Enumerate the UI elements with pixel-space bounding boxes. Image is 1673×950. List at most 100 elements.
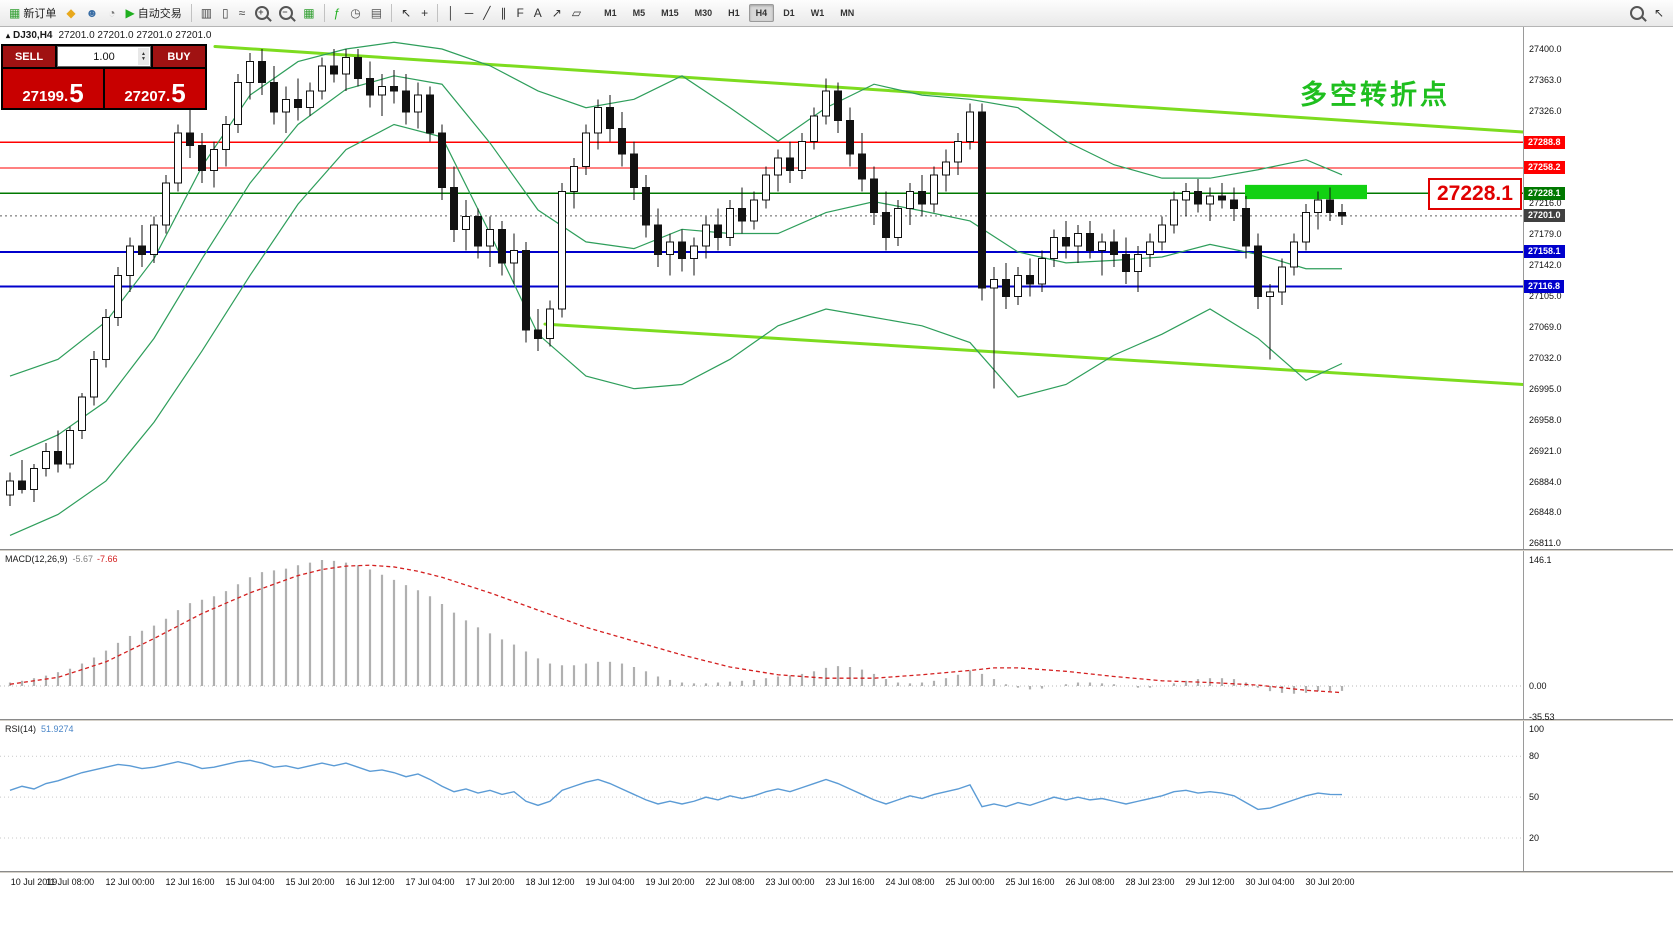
toolbar-separator bbox=[391, 4, 393, 22]
channel-tool[interactable]: ∥ bbox=[496, 2, 510, 24]
candle-body bbox=[1290, 241, 1298, 268]
sell-button[interactable]: SELL bbox=[3, 46, 55, 67]
candle-body bbox=[1122, 253, 1130, 272]
crosshair-tool[interactable]: + bbox=[417, 2, 432, 24]
candle-body bbox=[1194, 191, 1202, 205]
timeframe-m5[interactable]: M5 bbox=[632, 8, 646, 18]
horizontal-line-tool[interactable]: ─ bbox=[461, 2, 478, 24]
macd-axis: 146.1 0.00 -35.53 bbox=[1523, 551, 1673, 722]
price-tick: 26811.0 bbox=[1529, 538, 1561, 548]
time-label: 23 Jul 16:00 bbox=[825, 877, 875, 887]
time-label: 11 Jul 08:00 bbox=[45, 877, 95, 887]
time-label: 19 Jul 04:00 bbox=[585, 877, 635, 887]
time-label: 15 Jul 20:00 bbox=[285, 877, 335, 887]
chart-candles-icon[interactable]: ▯ bbox=[218, 2, 233, 24]
trendline-tool[interactable]: ╱ bbox=[479, 2, 494, 24]
search-button[interactable] bbox=[1626, 2, 1648, 24]
new-order-button[interactable]: ▦ 新订单 bbox=[5, 2, 60, 24]
buy-price-main: 27207. bbox=[124, 88, 171, 105]
candle-body bbox=[54, 451, 62, 465]
candle-body bbox=[78, 396, 86, 432]
price-axis[interactable]: 27400.0 27363.0 27326.0 27216.0 27179.0 27142… bbox=[1523, 27, 1673, 549]
timeframe-mn[interactable]: MN bbox=[840, 8, 855, 18]
periods-icon[interactable]: ◷ bbox=[346, 2, 364, 24]
candle-body bbox=[1170, 199, 1178, 226]
cursor-tool[interactable]: ↖ bbox=[397, 2, 415, 24]
candle-body bbox=[378, 86, 386, 96]
zoom-out-button[interactable]: − bbox=[275, 2, 297, 24]
mql-community-icon-glyph: ◆ bbox=[66, 6, 76, 20]
timeframe-h4[interactable]: H4 bbox=[748, 4, 775, 22]
price-tick: 27179.0 bbox=[1529, 229, 1562, 240]
sell-price[interactable]: 27199. 5 bbox=[3, 69, 103, 108]
autotrading-button[interactable]: ▶ 自动交易 bbox=[121, 2, 185, 24]
candle-body bbox=[858, 153, 866, 180]
volume-input[interactable]: 1.00 ▲ ▼ bbox=[57, 46, 151, 67]
candle-body bbox=[882, 212, 890, 239]
candle-body bbox=[606, 107, 614, 130]
rsi-scale-label: 100 bbox=[1529, 724, 1545, 735]
timeframe-m1[interactable]: M1 bbox=[604, 8, 617, 18]
candle-body bbox=[1002, 279, 1010, 297]
timeframe-w1[interactable]: W1 bbox=[810, 8, 825, 18]
templates-icon[interactable]: ▤ bbox=[367, 2, 386, 24]
indicators-icon[interactable]: ƒ bbox=[330, 2, 345, 24]
chart-line-icon[interactable]: ≈ bbox=[235, 2, 250, 24]
candle-body bbox=[654, 224, 662, 255]
fibonacci-tool[interactable]: F bbox=[512, 2, 527, 24]
time-label: 23 Jul 00:00 bbox=[765, 877, 815, 887]
macd-scale-label: 0.00 bbox=[1529, 680, 1547, 691]
volume-spinner[interactable]: ▲ ▼ bbox=[138, 48, 149, 65]
chart-annotation[interactable]: 多空转折点 bbox=[1300, 80, 1450, 110]
candle-body bbox=[810, 115, 818, 142]
mql-community-icon[interactable]: ◆ bbox=[62, 2, 79, 24]
timeframe-m15[interactable]: M15 bbox=[661, 8, 679, 18]
candle-body bbox=[1314, 199, 1322, 214]
vertical-line-tool[interactable]: │ bbox=[443, 2, 459, 24]
timeframe-h1[interactable]: H1 bbox=[728, 8, 740, 18]
candle-body bbox=[1158, 224, 1166, 243]
profile-icon[interactable]: ☻ bbox=[82, 2, 103, 24]
time-axis[interactable]: 10 Jul 2019 11 Jul 08:00 12 Jul 00:00 12 Ju… bbox=[0, 873, 1673, 893]
price-chart-canvas[interactable] bbox=[0, 27, 1523, 549]
candle-body bbox=[126, 245, 134, 276]
candle-body bbox=[1098, 241, 1106, 251]
panel-splitter[interactable] bbox=[0, 549, 1673, 551]
candle-body bbox=[642, 186, 650, 226]
highlight-zone-rect[interactable] bbox=[1245, 184, 1367, 200]
candle-body bbox=[354, 56, 362, 79]
buy-button[interactable]: BUY bbox=[153, 46, 205, 67]
candle-body bbox=[306, 90, 314, 109]
price-tick: 27326.0 bbox=[1529, 106, 1562, 117]
pointer-icon[interactable]: ↖ bbox=[1650, 2, 1668, 24]
rsi-label: RSI(14) 51.9274 bbox=[5, 724, 74, 734]
price-tag: 27201.0 bbox=[1524, 209, 1565, 223]
arrows-tool[interactable]: ↗ bbox=[548, 2, 566, 24]
zoom-in-button[interactable]: + bbox=[251, 2, 273, 24]
shapes-tool[interactable]: ▱ bbox=[568, 2, 585, 24]
bottom-filler bbox=[0, 893, 1673, 949]
tile-windows-icon[interactable]: ▦ bbox=[299, 2, 318, 24]
chart-bars-icon[interactable]: ▥ bbox=[197, 2, 216, 24]
candle-body bbox=[198, 144, 206, 172]
candle-body bbox=[162, 182, 170, 226]
candle-body bbox=[510, 249, 518, 264]
text-tool[interactable]: A bbox=[530, 2, 546, 24]
panel-splitter[interactable] bbox=[0, 871, 1673, 873]
candle-body bbox=[1254, 245, 1262, 297]
timeframe-d1[interactable]: D1 bbox=[783, 8, 795, 18]
trend-channel-line[interactable] bbox=[213, 44, 1523, 134]
trend-channel-line[interactable] bbox=[543, 322, 1523, 386]
price-callout[interactable]: 27228.1 bbox=[1428, 178, 1522, 210]
time-label: 12 Jul 00:00 bbox=[105, 877, 155, 887]
timeframe-m30[interactable]: M30 bbox=[694, 8, 713, 18]
data-window-icon[interactable]: ◔ bbox=[104, 2, 119, 24]
spinner-up-icon[interactable]: ▲ bbox=[141, 50, 146, 57]
panel-splitter[interactable] bbox=[0, 719, 1673, 721]
spinner-down-icon[interactable]: ▼ bbox=[141, 55, 146, 62]
candle-body bbox=[282, 98, 290, 113]
candle-body bbox=[690, 245, 698, 260]
buy-price[interactable]: 27207. 5 bbox=[105, 69, 205, 108]
candle-body bbox=[834, 90, 842, 121]
crosshair-tool-glyph: + bbox=[421, 6, 429, 20]
